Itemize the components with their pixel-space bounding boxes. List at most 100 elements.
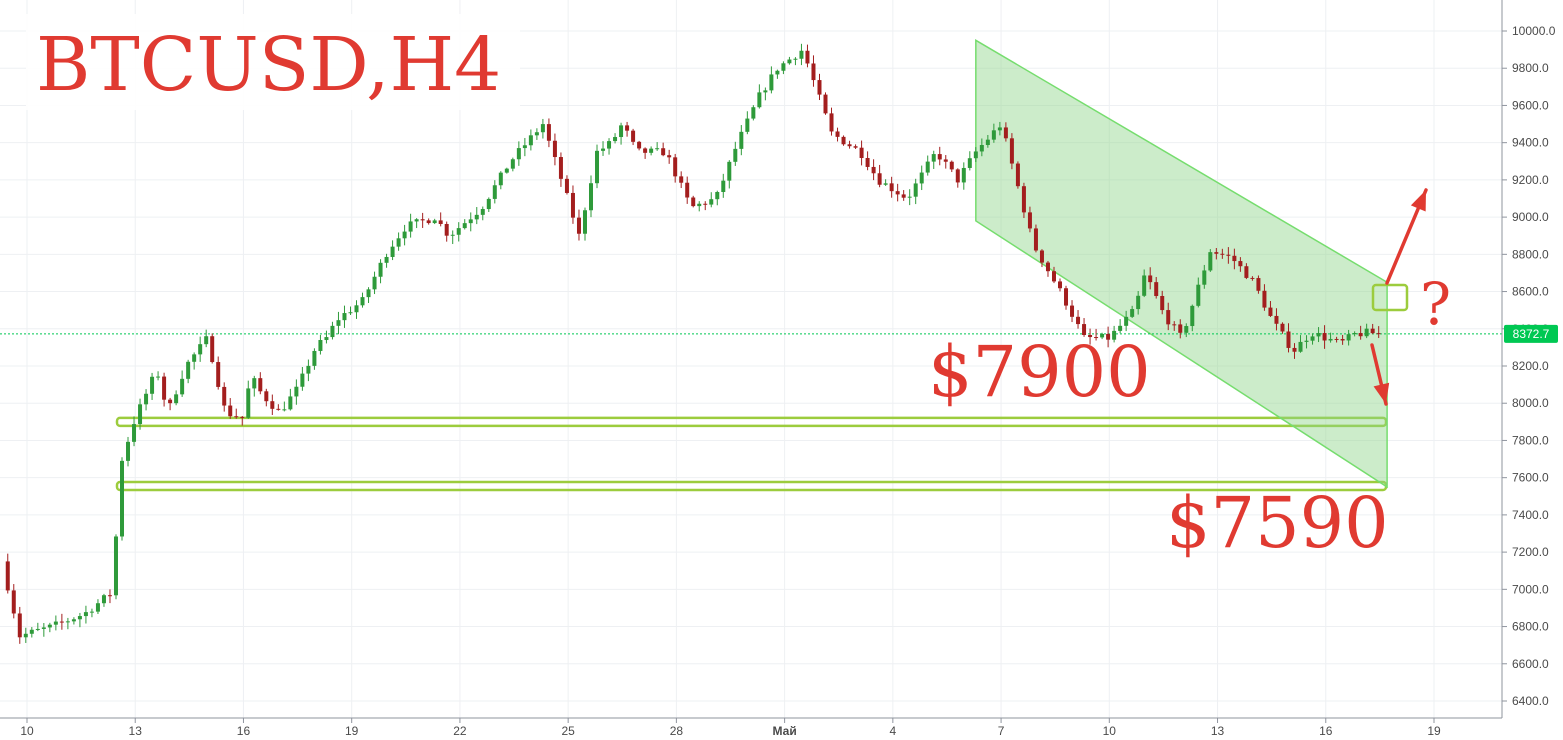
candle (769, 66, 774, 94)
candle (1286, 323, 1291, 353)
candle (673, 153, 678, 183)
candle-body (354, 305, 359, 313)
candle-body (703, 203, 708, 205)
candle (126, 436, 131, 467)
candle-body (138, 404, 143, 425)
candle (540, 118, 545, 139)
candle-body (841, 136, 846, 145)
candle-body (336, 320, 341, 326)
candle-body (1033, 228, 1038, 251)
candle-body (1268, 307, 1273, 316)
candle-body (787, 59, 792, 64)
candle-body (883, 183, 888, 185)
candle-body (1352, 333, 1357, 335)
candle-body (126, 441, 131, 461)
candle-body (775, 70, 780, 75)
candle-body (65, 621, 70, 623)
candle-body (637, 141, 642, 149)
candlestick-series (5, 43, 1381, 644)
candle (65, 617, 70, 630)
candle (1178, 319, 1183, 339)
candle-body (1051, 271, 1056, 282)
candle-body (294, 386, 299, 397)
candle (955, 168, 960, 188)
candle-body (985, 139, 990, 146)
time-axis[interactable]: 10 13 16 19 22 25 28 Май 4 7 10 13 16 19 (20, 718, 1441, 738)
candle-body (769, 74, 774, 91)
candle (619, 122, 624, 145)
candle-body (595, 150, 600, 184)
candle-body (1184, 326, 1189, 333)
candle-body (342, 313, 347, 321)
candle-body (1190, 305, 1195, 327)
candle (1322, 325, 1327, 349)
candle-body (1322, 333, 1327, 341)
candle (1033, 224, 1038, 253)
level-7900-label: $7900 (928, 331, 1151, 413)
candle (456, 222, 461, 242)
price-axis[interactable]: 6400.0 6600.0 6800.0 7000.0 7200.0 7400.0 7600… (1502, 24, 1556, 708)
candle (29, 627, 34, 638)
candle (186, 359, 191, 384)
candle (661, 142, 666, 157)
candle (1118, 319, 1123, 334)
candle-body (1286, 331, 1291, 348)
candle (534, 128, 539, 140)
price-tick-label: 7400.0 (1512, 508, 1549, 522)
candle-body (192, 354, 197, 362)
candle (1310, 333, 1315, 345)
candle-body (1310, 336, 1315, 341)
candle (47, 622, 52, 633)
candle-body (919, 172, 924, 184)
time-tick-label: 25 (561, 724, 575, 738)
candle-body (1214, 252, 1219, 254)
candle (1292, 343, 1297, 359)
candle (805, 44, 810, 68)
candle (71, 617, 76, 625)
candle-body (270, 401, 275, 409)
candle (576, 209, 581, 241)
candle (1100, 332, 1105, 340)
candle-body (1148, 275, 1153, 283)
candle-body (402, 231, 407, 239)
candle (1250, 276, 1255, 281)
candle-body (1021, 186, 1026, 213)
title-backdrop (26, 14, 520, 110)
candle-body (715, 192, 720, 200)
candle-body (1292, 347, 1297, 352)
candle-body (390, 246, 395, 257)
candle (480, 206, 485, 221)
time-tick-label: 4 (890, 724, 897, 738)
candle-body (1298, 341, 1303, 352)
candle (817, 73, 822, 101)
candle-body (925, 161, 930, 173)
candle (1298, 335, 1303, 353)
candle-body (1136, 295, 1141, 310)
candle-body (408, 221, 413, 232)
candle (643, 147, 648, 159)
candle-body (23, 633, 28, 638)
candle (1094, 328, 1099, 341)
candle (83, 605, 88, 624)
candle-body (871, 166, 876, 174)
candle-body (1262, 290, 1267, 308)
candle-body (853, 146, 858, 148)
candle (727, 160, 732, 189)
candle (528, 129, 533, 151)
candle-body (246, 388, 251, 418)
candle-body (156, 376, 161, 378)
candle-body (1202, 270, 1207, 285)
candle-body (498, 172, 503, 186)
candle (1051, 266, 1056, 284)
candle (829, 107, 834, 136)
candle (751, 105, 756, 121)
candle-body (1370, 328, 1375, 334)
question-mark: ? (1420, 270, 1451, 338)
candle-body (763, 90, 768, 93)
candle-body (1340, 339, 1345, 341)
candle (95, 599, 100, 615)
price-tick-label: 9000.0 (1512, 210, 1549, 224)
candle-body (456, 228, 461, 235)
